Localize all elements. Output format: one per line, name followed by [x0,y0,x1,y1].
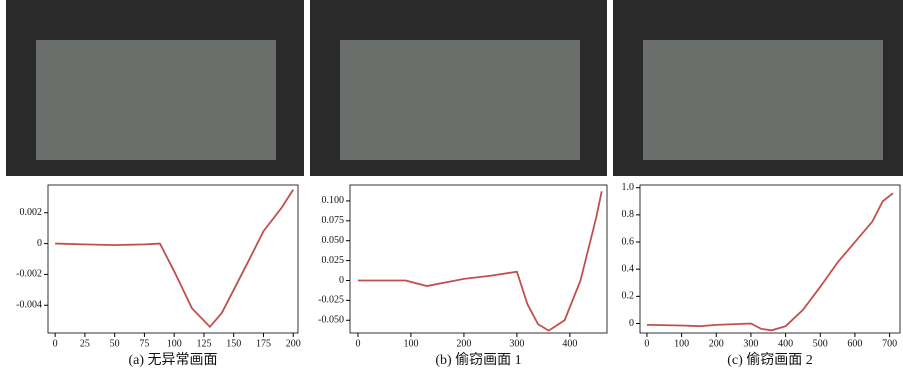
caption: (a) 无异常画面 [128,352,217,368]
y-tick-label: 0.2 [622,291,635,302]
x-tick-label: 600 [847,338,862,349]
x-tick-label: 200 [456,338,471,349]
data-line [55,190,293,327]
x-tick-label: 500 [813,338,828,349]
x-tick-label: 0 [644,338,649,349]
x-tick-label: 100 [674,338,689,349]
x-tick-label: 75 [139,338,149,349]
y-tick-label: 0.075 [322,215,345,226]
x-tick-label: 150 [226,338,241,349]
y-tick-label: -0.002 [16,269,42,280]
x-tick-label: 125 [196,338,211,349]
caption: (b) 偷窃画面 1 [435,352,521,368]
scene [643,40,883,160]
x-tick-label: 100 [403,338,418,349]
x-tick-label: 25 [80,338,90,349]
y-tick-label: -0.025 [318,295,344,306]
data-line [358,191,602,330]
y-tick-label: 0 [339,275,344,286]
x-tick-label: 300 [743,338,758,349]
caption: (c) 偷窃画面 2 [727,352,813,368]
plot-frame [48,185,298,333]
figure: 0 25 50 75 100 125 150 175 200 -0.004 -0.002 0 0.002… [0,0,903,372]
x-tick-label: 50 [110,338,120,349]
y-tick-label: 0.6 [622,236,635,247]
data-line [647,193,893,330]
x-tick-label: 200 [286,338,301,349]
x-tick-label: 175 [256,338,271,349]
y-tick-label: 0.100 [322,195,345,206]
x-tick-label: 200 [709,338,724,349]
y-tick-label: 0.025 [322,255,345,266]
y-tick-label: -0.004 [16,300,42,311]
scene [340,40,580,160]
x-tick-label: 400 [562,338,577,349]
y-tick-label: 0.002 [20,207,43,218]
y-tick-label: -0.050 [318,315,344,326]
y-tick-label: 0 [629,318,634,329]
x-tick-label: 100 [167,338,182,349]
scene [36,40,276,160]
x-tick-label: 400 [778,338,793,349]
y-tick-label: 1.0 [622,182,635,193]
y-tick-label: 0.4 [622,263,635,274]
x-tick-label: 300 [509,338,524,349]
y-tick-label: 0 [37,238,42,249]
y-tick-label: 0.8 [622,209,635,220]
x-tick-label: 700 [882,338,897,349]
y-tick-label: 0.050 [322,235,345,246]
x-tick-label: 0 [53,338,58,349]
x-tick-label: 0 [355,338,360,349]
plot-frame [640,185,900,333]
